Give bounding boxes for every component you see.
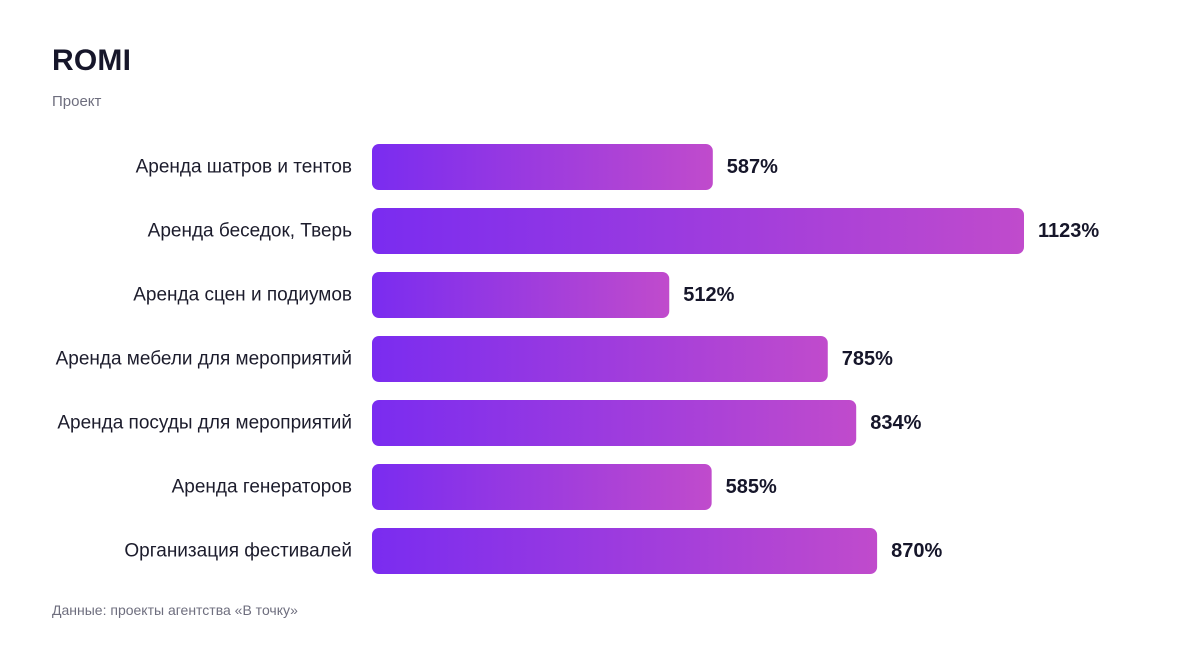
bar: [372, 464, 712, 510]
bar-group: Аренда мебели для мероприятий 785%: [56, 336, 893, 382]
value-label: 1123%: [1038, 220, 1099, 242]
value-label: 512%: [683, 284, 734, 306]
category-label: Аренда генераторов: [172, 477, 352, 498]
bar-group: Аренда сцен и подиумов 512%: [133, 272, 735, 318]
value-label: 585%: [726, 476, 777, 498]
bar-group: Аренда генераторов 585%: [172, 464, 777, 510]
chart-title: ROMI: [52, 44, 132, 77]
bar: [372, 272, 670, 318]
bar: [372, 400, 857, 446]
value-label: 587%: [727, 156, 778, 178]
value-label: 785%: [842, 348, 893, 370]
category-label: Организация фестивалей: [124, 541, 352, 562]
bar-group: Аренда посуды для мероприятий 834%: [57, 400, 922, 446]
bar: [372, 208, 1024, 254]
category-label: Аренда шатров и тентов: [136, 157, 352, 178]
value-label: 870%: [891, 540, 942, 562]
chart-subtitle: Проект: [52, 93, 102, 110]
category-label: Аренда беседок, Тверь: [148, 221, 352, 242]
bar-group: Аренда шатров и тентов 587%: [136, 144, 778, 190]
data-source-note: Данные: проекты агентства «В точку»: [52, 602, 298, 618]
bars-layer: Аренда шатров и тентов 587% Аренда беседок…: [56, 144, 1099, 574]
bar: [372, 336, 828, 382]
bar: [372, 144, 713, 190]
bar-group: Аренда беседок, Тверь 1123%: [148, 208, 1099, 254]
bar-group: Организация фестивалей 870%: [124, 528, 942, 574]
bar: [372, 528, 878, 574]
category-label: Аренда посуды для мероприятий: [57, 413, 352, 434]
category-label: Аренда мебели для мероприятий: [56, 349, 352, 370]
category-label: Аренда сцен и подиумов: [133, 285, 352, 306]
value-label: 834%: [870, 412, 921, 434]
